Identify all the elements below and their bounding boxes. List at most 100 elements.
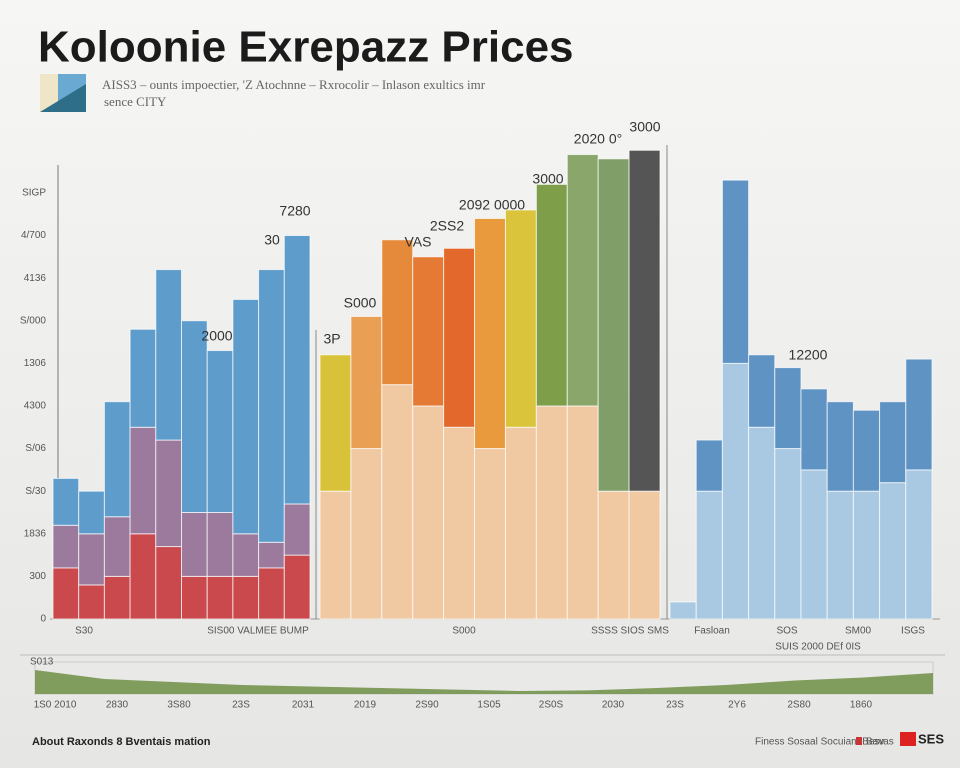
- bar-segment: [852, 409, 881, 492]
- bar-segment: [319, 354, 352, 492]
- bar-segment: [412, 256, 445, 407]
- annotation: VAS: [405, 234, 432, 250]
- bar-segment: [443, 426, 476, 620]
- footer-right: Finess Sosaal Socuiam Besv: [755, 737, 885, 748]
- annotation: 3P: [323, 331, 340, 347]
- bar-segment: [695, 490, 723, 620]
- bar-segment: [852, 490, 881, 620]
- overview-x-label: 1S05: [477, 700, 501, 711]
- annotation: S000: [344, 295, 377, 311]
- x-label: SIS00 VALMEE BUMP: [207, 626, 309, 637]
- bar-segment: [669, 601, 697, 620]
- y-tick-label: 1836: [24, 528, 47, 539]
- bar-segment: [129, 533, 157, 620]
- overview-x-label: 2S90: [415, 700, 439, 711]
- bar-segment: [443, 247, 476, 428]
- x-label: S30: [75, 626, 93, 637]
- bar-segment: [155, 269, 183, 441]
- bar-segment: [800, 469, 828, 620]
- bar-segment: [258, 269, 285, 543]
- overview-x-label: 23S: [232, 700, 250, 711]
- bar-segment: [879, 401, 907, 484]
- y-tick-label: 4136: [24, 273, 47, 284]
- bar-segment: [566, 405, 599, 620]
- bar-segment: [381, 384, 414, 620]
- overview-x-label: 2019: [354, 700, 377, 711]
- footer-right: Bavas: [866, 737, 894, 748]
- bar-segment: [283, 503, 311, 556]
- x-label: SOS: [776, 626, 797, 637]
- y-tick-label: S/06: [25, 443, 46, 454]
- overview-x-label: 3S80: [167, 700, 191, 711]
- bar-segment: [597, 490, 630, 620]
- x-label: SUIS 2000 DEf 0IS: [775, 642, 861, 653]
- bar-segment: [695, 439, 723, 492]
- x-label: ISGS: [901, 626, 925, 637]
- annotation: 2020 0°: [574, 131, 622, 147]
- bar-segment: [774, 448, 802, 620]
- overview-area: [35, 670, 933, 694]
- bar-segment: [129, 426, 157, 535]
- bar-segment: [181, 320, 208, 513]
- x-label: SM00: [845, 626, 872, 637]
- y-tick-label: 1306: [24, 358, 47, 369]
- bar-segment: [566, 154, 599, 407]
- bar-segment: [129, 328, 157, 428]
- bar-segment: [504, 209, 537, 428]
- bar-segment: [350, 448, 383, 620]
- bar-segment: [232, 575, 260, 620]
- bar-segment: [800, 388, 828, 471]
- bar-segment: [350, 315, 383, 450]
- bar-segment: [155, 546, 183, 620]
- bar-segment: [597, 158, 630, 492]
- overview-x-label: 23S: [666, 700, 684, 711]
- bar-segment: [103, 516, 131, 577]
- bar-segment: [412, 405, 445, 620]
- bar-segment: [748, 426, 776, 620]
- footer-icon: [856, 737, 862, 745]
- bar-segment: [232, 533, 260, 577]
- y-tick-label: S/30: [25, 486, 46, 497]
- bar-segment: [78, 533, 105, 586]
- annotation: 2092 0000: [459, 197, 525, 213]
- footer-logo: [900, 732, 916, 746]
- bar-segment: [283, 554, 311, 620]
- y-tick-label: SIGP: [22, 188, 46, 199]
- overview-x-label: 1S0 2010: [34, 700, 77, 711]
- bar-segment: [628, 149, 661, 492]
- bar-segment: [52, 524, 80, 569]
- bar-segment: [905, 469, 933, 620]
- bar-segment: [319, 490, 352, 620]
- bar-segment: [826, 490, 854, 620]
- overview-x-label: 1860: [850, 700, 873, 711]
- bar-segment: [206, 511, 234, 577]
- annotation: 7280: [279, 203, 310, 219]
- bar-segment: [78, 490, 105, 535]
- x-label: SSSS SIOS SMS: [591, 626, 669, 637]
- footer-left: About Raxonds 8 Bventais mation: [32, 736, 211, 748]
- bar-segment: [103, 575, 131, 620]
- bar-segment: [52, 477, 80, 526]
- bar-segment: [774, 367, 802, 450]
- bar-segment: [78, 584, 105, 620]
- annotation: 2SS2: [430, 218, 464, 234]
- bar-segment: [721, 179, 750, 364]
- bar-segment: [206, 575, 234, 620]
- annotation: 3000: [629, 119, 660, 135]
- bar-segment: [258, 541, 285, 569]
- subtitle: sence CITY: [104, 94, 167, 109]
- bar-segment: [628, 490, 661, 620]
- logo: [40, 74, 86, 112]
- y-tick-label: S/000: [20, 315, 47, 326]
- bar-segment: [206, 350, 234, 513]
- overview-x-label: 2830: [106, 700, 129, 711]
- bar-segment: [826, 401, 854, 492]
- y-tick-label: 4/700: [21, 230, 46, 241]
- x-label: Fasloan: [694, 626, 730, 637]
- bar-segment: [232, 298, 260, 535]
- y-tick-label: 300: [29, 571, 46, 582]
- bar-segment: [52, 567, 80, 620]
- overview-label: S013: [30, 657, 54, 668]
- overview-x-label: 2S0S: [539, 700, 564, 711]
